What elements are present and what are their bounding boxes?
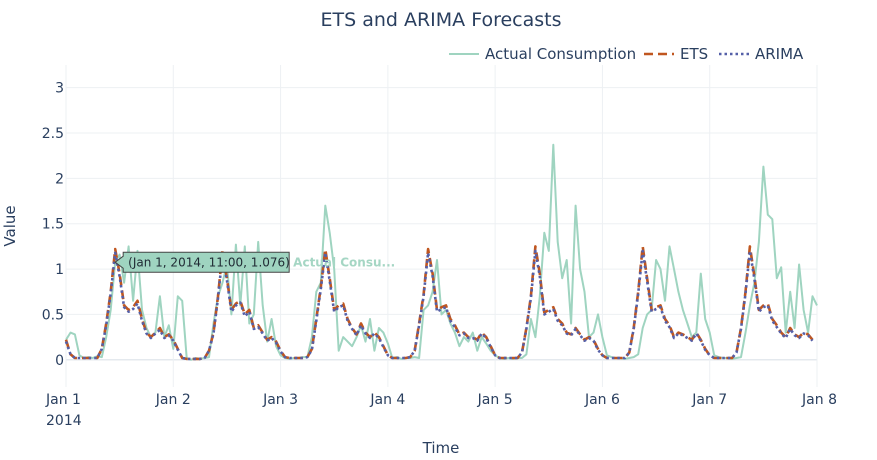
legend[interactable]: Actual Consumption ETS ARIMA bbox=[449, 45, 804, 63]
watermark: 掘金技术社区 @ 数据智能老司机 bbox=[569, 422, 862, 446]
x-axis-title: Time bbox=[422, 439, 460, 457]
x-tick-year-label: 2014 bbox=[46, 413, 82, 429]
legend-item-actual-consumption[interactable]: Actual Consumption bbox=[449, 45, 636, 63]
y-tick-label: 2.5 bbox=[42, 126, 64, 142]
y-tick-label: 0.5 bbox=[42, 307, 64, 323]
hover-label-box bbox=[114, 251, 290, 273]
y-axis: 0 0.5 1 1.5 2 2.5 3 bbox=[42, 81, 64, 369]
legend-item-arima[interactable]: ARIMA bbox=[719, 45, 804, 63]
x-tick-label: Jan 4 bbox=[369, 392, 405, 408]
hover-series-name: Actual Consu... bbox=[293, 256, 395, 270]
legend-label: ETS bbox=[680, 45, 708, 63]
y-tick-label: 0 bbox=[55, 353, 64, 369]
series-line-arima[interactable] bbox=[64, 249, 814, 361]
x-tick-label: Jan 6 bbox=[584, 392, 620, 408]
y-tick-label: 3 bbox=[55, 81, 64, 97]
y-tick-label: 1 bbox=[55, 262, 64, 278]
gridlines bbox=[65, 65, 818, 387]
x-tick-label: Jan 2 bbox=[155, 392, 191, 408]
y-tick-label: 1.5 bbox=[42, 217, 64, 233]
x-tick-label: Jan 3 bbox=[262, 392, 298, 408]
legend-label: ARIMA bbox=[755, 45, 804, 63]
x-tick-label: Jan 7 bbox=[691, 392, 727, 408]
hover-label-text: (Jan 1, 2014, 11:00, 1.076) bbox=[128, 256, 290, 270]
chart-title: ETS and ARIMA Forecasts bbox=[320, 9, 561, 31]
series-line-actual-consumption[interactable] bbox=[65, 143, 818, 361]
y-axis-title: Value bbox=[1, 205, 19, 246]
hover-tooltip: (Jan 1, 2014, 11:00, 1.076) Actual Consu.… bbox=[114, 251, 395, 273]
x-tick-label: Jan 8 bbox=[801, 392, 837, 408]
x-tick-label: Jan 5 bbox=[477, 392, 513, 408]
y-tick-label: 2 bbox=[55, 171, 64, 187]
x-axis: Jan 1 Jan 2 Jan 3 Jan 4 Jan 5 Jan 6 Jan 7 Jan 8… bbox=[45, 392, 837, 429]
legend-item-ets[interactable]: ETS bbox=[644, 45, 708, 63]
plot-area[interactable] bbox=[64, 143, 818, 361]
legend-label: Actual Consumption bbox=[485, 45, 636, 63]
x-tick-label: Jan 1 bbox=[45, 392, 81, 408]
